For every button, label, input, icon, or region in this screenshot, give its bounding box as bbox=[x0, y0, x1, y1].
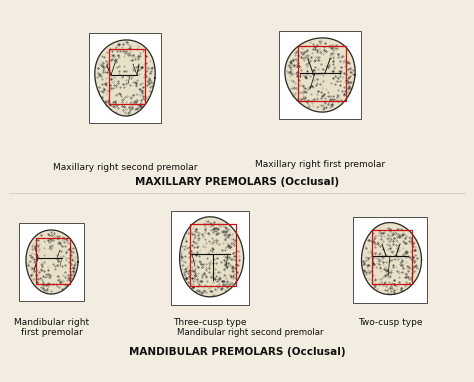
Bar bbox=[171, 211, 249, 305]
Text: Three-cusp type: Three-cusp type bbox=[173, 318, 247, 327]
Text: Mandibular right second premolar: Mandibular right second premolar bbox=[177, 328, 323, 337]
Bar bbox=[372, 230, 412, 284]
Text: Two-cusp type: Two-cusp type bbox=[358, 318, 422, 327]
Text: MAXILLARY PREMOLARS (Occlusal): MAXILLARY PREMOLARS (Occlusal) bbox=[135, 177, 339, 187]
Polygon shape bbox=[362, 223, 421, 295]
Bar bbox=[298, 46, 346, 101]
Bar bbox=[19, 223, 84, 301]
Bar bbox=[279, 31, 361, 119]
Bar bbox=[190, 224, 236, 286]
Text: Mandibular right
first premolar: Mandibular right first premolar bbox=[14, 318, 90, 337]
Polygon shape bbox=[26, 230, 78, 294]
Bar bbox=[109, 49, 145, 104]
Bar bbox=[353, 217, 427, 303]
Polygon shape bbox=[95, 40, 155, 116]
Polygon shape bbox=[285, 38, 355, 112]
Polygon shape bbox=[180, 217, 244, 297]
Bar bbox=[36, 238, 70, 284]
Bar bbox=[89, 33, 161, 123]
Text: Maxillary right first premolar: Maxillary right first premolar bbox=[255, 160, 385, 169]
Text: Maxillary right second premolar: Maxillary right second premolar bbox=[53, 163, 197, 172]
Text: MANDIBULAR PREMOLARS (Occlusal): MANDIBULAR PREMOLARS (Occlusal) bbox=[128, 347, 346, 357]
